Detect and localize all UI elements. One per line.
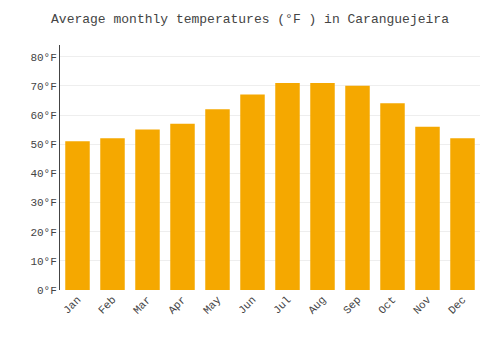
svg-text:60°F: 60°F: [30, 110, 56, 122]
svg-text:Jun: Jun: [236, 294, 258, 316]
svg-text:30°F: 30°F: [30, 197, 56, 209]
svg-text:40°F: 40°F: [30, 168, 56, 180]
svg-text:Jul: Jul: [271, 294, 293, 316]
svg-text:Apr: Apr: [166, 294, 188, 316]
svg-text:50°F: 50°F: [30, 139, 56, 151]
svg-text:20°F: 20°F: [30, 227, 56, 239]
svg-text:May: May: [201, 294, 224, 317]
svg-text:Sep: Sep: [341, 294, 363, 316]
svg-text:10°F: 10°F: [30, 256, 56, 268]
svg-text:Dec: Dec: [446, 294, 468, 316]
svg-text:Average monthly temperatures (: Average monthly temperatures (°F ) in Ca…: [51, 12, 449, 27]
svg-text:Aug: Aug: [306, 294, 328, 316]
svg-text:80°F: 80°F: [30, 52, 56, 64]
svg-text:Oct: Oct: [376, 294, 398, 316]
svg-text:Feb: Feb: [96, 294, 118, 316]
svg-text:Jan: Jan: [61, 294, 83, 316]
svg-text:0°F: 0°F: [37, 285, 57, 297]
svg-text:70°F: 70°F: [30, 81, 56, 93]
svg-text:Mar: Mar: [131, 294, 153, 316]
svg-text:Nov: Nov: [411, 294, 434, 317]
